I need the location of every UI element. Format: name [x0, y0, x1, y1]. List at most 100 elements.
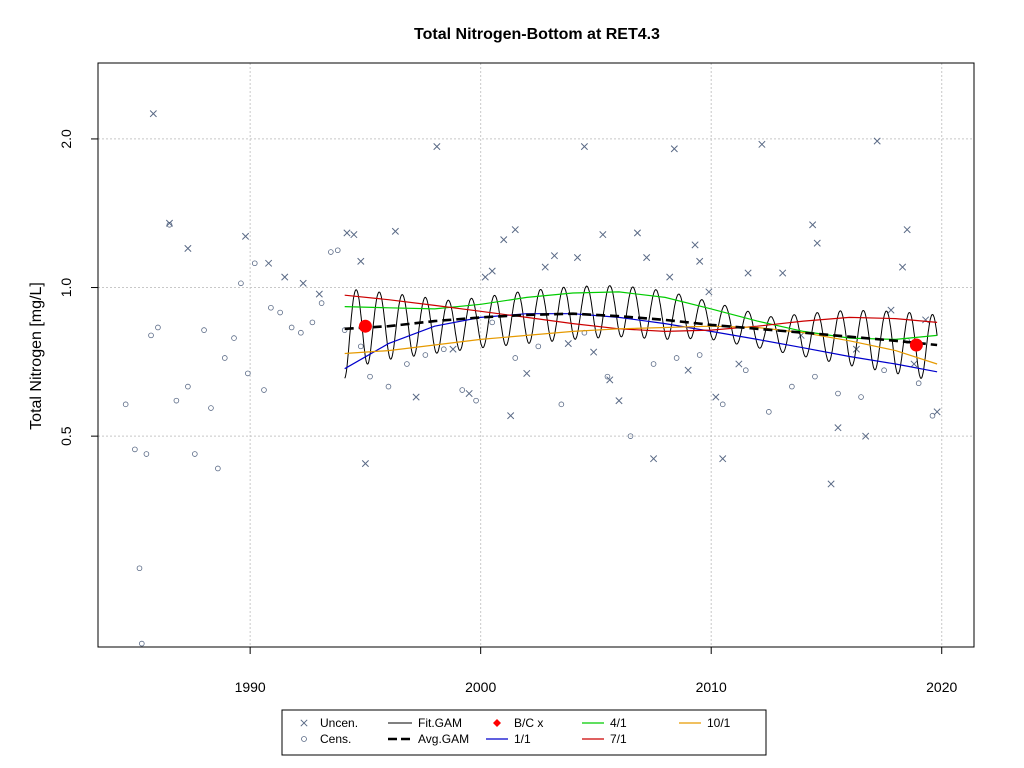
censored-point [422, 352, 429, 358]
legend-7-1-label: 7/1 [610, 732, 627, 746]
uncensored-point [813, 239, 821, 247]
uncensored-point [541, 263, 549, 271]
legend-10-1-label: 10/1 [707, 716, 731, 730]
legend-avggam-label: Avg.GAM [418, 732, 469, 746]
legend-uncen-label: Uncen. [320, 716, 358, 730]
uncensored-point [666, 273, 674, 281]
legend-fitgam-label: Fit.GAM [418, 716, 462, 730]
legend-cens-label: Cens. [320, 732, 351, 746]
uncensored-point [465, 389, 473, 398]
uncensored-point [449, 345, 457, 353]
uncensored-point [165, 219, 174, 227]
uncensored-point [481, 273, 489, 281]
uncensored-point [684, 366, 692, 374]
censored-point [155, 324, 161, 331]
uncensored-point [744, 269, 752, 277]
legend-4-1-label: 4/1 [610, 716, 627, 730]
censored-point [334, 247, 341, 254]
uncensored-point [898, 263, 907, 271]
uncensored-point [315, 290, 323, 298]
plot-frame [97, 62, 975, 648]
uncensored-point [670, 145, 678, 153]
censored-point [261, 387, 267, 393]
censored-point [742, 367, 749, 374]
censored-point [604, 373, 611, 380]
uncensored-point [758, 140, 766, 148]
censored-point [251, 260, 258, 267]
censored-point [288, 324, 295, 331]
avg-gam-line [344, 312, 938, 347]
uncensored-point [696, 257, 704, 265]
censored-point [277, 309, 283, 316]
uncensored-point [933, 408, 941, 416]
uncensored-point [361, 459, 369, 468]
censored-point [173, 397, 180, 404]
censored-point [558, 401, 565, 408]
censored-point [673, 355, 680, 361]
censored-point [148, 332, 154, 339]
uncensored-point [241, 232, 250, 240]
x-tick-label: 1990 [235, 679, 266, 695]
x-tick-label: 2010 [696, 679, 727, 695]
legend-1-1-label: 1/1 [514, 732, 531, 746]
uncensored-point [488, 267, 496, 275]
censored-point [881, 367, 887, 374]
axes: 1990 2000 2010 2020 0.5 1.0 2.0 [58, 129, 958, 695]
uncensored-point [550, 252, 558, 260]
censored-point [489, 319, 496, 326]
censored-point [440, 346, 447, 353]
uncensored-point [903, 226, 911, 234]
uncensored-point [511, 226, 519, 234]
censored-point [385, 383, 392, 390]
uncensored-point [599, 231, 607, 239]
uncensored-point [573, 254, 582, 262]
censored-point [835, 390, 841, 397]
censored-point [719, 401, 726, 408]
censored-point [650, 361, 657, 367]
uncensored-point [633, 229, 641, 237]
legend-cens-icon [301, 736, 307, 742]
uncensored-point [827, 480, 835, 488]
censored-point [208, 405, 214, 411]
uncensored-point [887, 306, 895, 314]
censored-point [139, 640, 145, 647]
censored-point [789, 383, 795, 390]
uncensored-point [343, 229, 351, 237]
uncensored-point [650, 455, 658, 463]
uncensored-point [265, 259, 273, 267]
uncensored-point [873, 137, 881, 145]
uncensored-point [590, 348, 598, 356]
censored-point [766, 409, 772, 415]
censored-point [812, 373, 818, 380]
uncensored-point [357, 257, 365, 265]
censored-point [367, 373, 373, 380]
censored-point [132, 446, 138, 453]
series-line-7-1 [344, 294, 938, 333]
uncensored-point [281, 273, 289, 281]
censored-point [318, 300, 325, 306]
censored-point [473, 397, 479, 404]
censored-point [309, 319, 316, 326]
censored-point [221, 355, 228, 361]
uncensored-point [862, 432, 870, 440]
bc-point [909, 338, 923, 352]
uncensored-point [184, 244, 192, 253]
censored-point [231, 335, 237, 341]
uncensored-point [615, 397, 623, 405]
uncensored-point [691, 241, 699, 249]
uncensored-point [523, 369, 531, 377]
uncensored-point [910, 360, 918, 368]
series-line-10-1 [344, 325, 938, 365]
legend-bc-icon [493, 719, 501, 727]
censored-point [136, 565, 143, 572]
legend-bc-label: B/C x [514, 716, 543, 730]
censored-point [328, 249, 334, 255]
censored-point [929, 412, 936, 419]
uncensored-point [391, 227, 399, 235]
uncensored-point [779, 269, 787, 277]
censored-point [512, 355, 519, 361]
censored-point [696, 352, 703, 358]
censored-point [915, 380, 922, 387]
bc-point [358, 319, 372, 333]
